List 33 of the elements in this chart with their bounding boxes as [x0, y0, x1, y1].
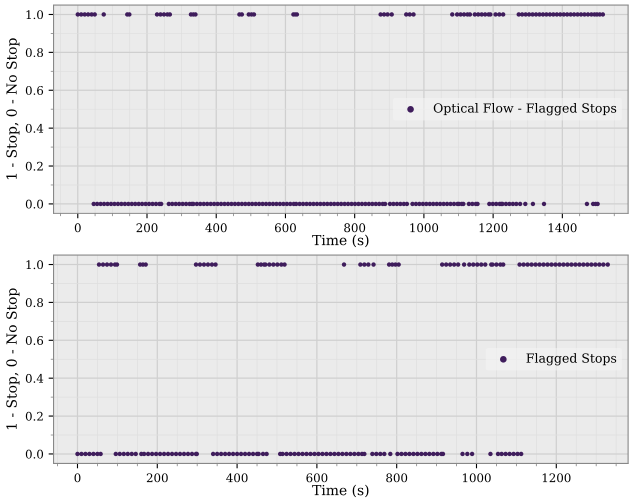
x-axis-title: Time (s) — [312, 484, 368, 498]
y-tick-label: 1.0 — [26, 260, 44, 270]
x-tick-label: 1000 — [462, 473, 491, 482]
y-axis-title: 1 - Stop, 0 - No Stop — [6, 288, 20, 430]
x-tick-label: 200 — [146, 473, 168, 482]
x-tick-label: 1000 — [410, 223, 438, 232]
legend-label: Optical Flow - Flagged Stops — [434, 103, 616, 116]
y-tick-label: 0.2 — [26, 412, 43, 421]
y-tick-label: 0.8 — [26, 48, 44, 58]
y-tick-label: 0.6 — [26, 336, 44, 345]
x-tick-label: 600 — [274, 223, 296, 232]
x-tick-label: 200 — [136, 223, 158, 232]
x-tick-label: 400 — [226, 473, 248, 482]
x-tick-label: 1400 — [548, 223, 577, 232]
x-tick-label: 1200 — [542, 473, 571, 482]
legend-label: Flagged Stops — [526, 353, 616, 366]
y-tick-label: 1.0 — [26, 10, 44, 20]
y-tick-label: 0.4 — [26, 124, 44, 133]
y-tick-label: 0.8 — [26, 298, 44, 308]
x-tick-label: 0 — [74, 473, 80, 482]
x-tick-label: 1200 — [480, 223, 508, 232]
y-tick-label: 0.4 — [26, 374, 44, 383]
y-tick-label: 0.0 — [26, 450, 44, 459]
x-axis-title: Time (s) — [312, 234, 368, 248]
y-tick-label: 0.6 — [26, 86, 44, 95]
y-tick-label: 0.2 — [26, 162, 43, 171]
x-tick-label: 400 — [205, 223, 227, 232]
x-tick-label: 800 — [344, 223, 366, 232]
y-tick-label: 0.0 — [26, 200, 44, 209]
x-tick-label: 800 — [386, 473, 408, 482]
x-tick-label: 0 — [74, 223, 81, 232]
x-tick-label: 600 — [306, 473, 328, 482]
y-axis-title: 1 - Stop, 0 - No Stop — [6, 38, 20, 180]
